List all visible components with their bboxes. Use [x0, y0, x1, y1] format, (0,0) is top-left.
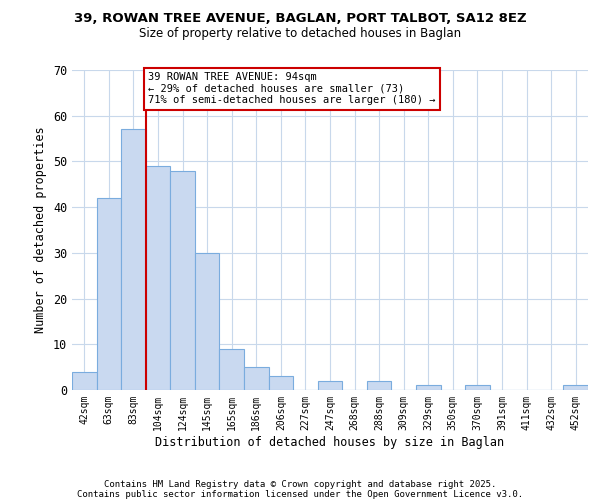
Text: 39 ROWAN TREE AVENUE: 94sqm
← 29% of detached houses are smaller (73)
71% of sem: 39 ROWAN TREE AVENUE: 94sqm ← 29% of det…	[148, 72, 436, 106]
Bar	[170, 170, 195, 390]
Bar	[244, 367, 269, 390]
Bar	[269, 376, 293, 390]
Bar	[416, 386, 440, 390]
Text: Contains HM Land Registry data © Crown copyright and database right 2025.: Contains HM Land Registry data © Crown c…	[104, 480, 496, 489]
Bar	[465, 386, 490, 390]
X-axis label: Distribution of detached houses by size in Baglan: Distribution of detached houses by size …	[155, 436, 505, 448]
Bar	[367, 381, 391, 390]
Bar	[72, 372, 97, 390]
Text: Size of property relative to detached houses in Baglan: Size of property relative to detached ho…	[139, 28, 461, 40]
Text: 39, ROWAN TREE AVENUE, BAGLAN, PORT TALBOT, SA12 8EZ: 39, ROWAN TREE AVENUE, BAGLAN, PORT TALB…	[74, 12, 526, 26]
Text: Contains public sector information licensed under the Open Government Licence v3: Contains public sector information licen…	[77, 490, 523, 499]
Bar	[195, 253, 220, 390]
Y-axis label: Number of detached properties: Number of detached properties	[34, 126, 47, 334]
Bar	[146, 166, 170, 390]
Bar	[318, 381, 342, 390]
Bar	[563, 386, 588, 390]
Bar	[121, 130, 146, 390]
Bar	[220, 349, 244, 390]
Bar	[97, 198, 121, 390]
